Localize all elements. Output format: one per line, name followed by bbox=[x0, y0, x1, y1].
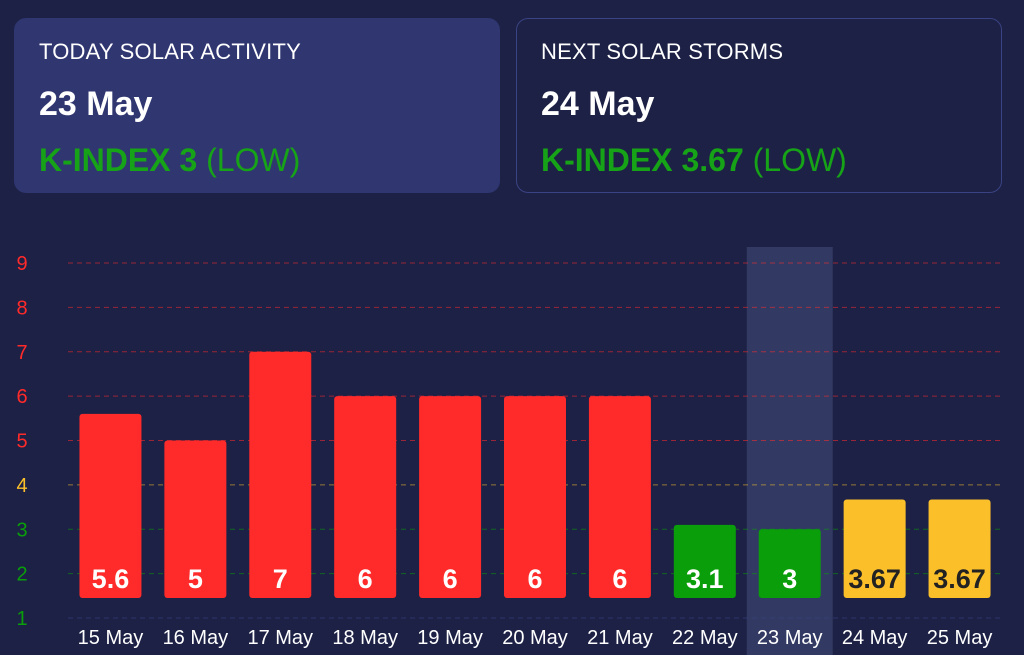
bar-value-label: 5.6 bbox=[92, 564, 130, 594]
x-tick-label: 16 May bbox=[163, 627, 229, 649]
next-kindex-value: K-INDEX 3.67 bbox=[541, 142, 744, 178]
x-tick-label: 25 May bbox=[927, 627, 993, 649]
next-kindex: K-INDEX 3.67 (LOW) bbox=[541, 142, 977, 179]
bar bbox=[588, 396, 651, 598]
bar-value-label: 3.1 bbox=[686, 564, 724, 594]
bar bbox=[334, 396, 397, 598]
kindex-bar-chart: 1 2 3 4 5 6 7 8 9 5.6 15 May 5 16 May 7 17 May 6 18 May 6… bbox=[16, 247, 1002, 655]
x-tick-label: 21 May bbox=[587, 627, 653, 649]
x-tick-label: 20 May bbox=[502, 627, 568, 649]
y-tick-label: 9 bbox=[16, 253, 27, 275]
bar-value-label: 7 bbox=[273, 564, 288, 594]
today-kindex-level: (LOW) bbox=[206, 142, 301, 178]
bar bbox=[673, 524, 736, 598]
x-tick-label: 24 May bbox=[842, 627, 908, 649]
y-tick-label: 2 bbox=[16, 564, 27, 586]
bar-value-label: 3.67 bbox=[933, 564, 986, 594]
x-tick-label: 18 May bbox=[332, 627, 398, 649]
bar bbox=[249, 351, 312, 598]
next-card-date: 24 May bbox=[541, 85, 655, 123]
bar-value-label: 6 bbox=[612, 564, 627, 594]
y-tick-label: 6 bbox=[16, 386, 27, 408]
bar bbox=[843, 499, 906, 598]
today-solar-activity-card: TODAY SOLAR ACTIVITY 23 May K-INDEX 3 (L… bbox=[14, 18, 500, 193]
bar-value-label: 6 bbox=[527, 564, 542, 594]
bar bbox=[928, 499, 991, 598]
x-tick-label: 19 May bbox=[417, 627, 483, 649]
bar bbox=[758, 529, 821, 598]
y-tick-label: 4 bbox=[16, 475, 27, 497]
x-tick-label: 23 May bbox=[757, 627, 823, 649]
today-kindex-value: K-INDEX 3 bbox=[39, 142, 198, 178]
y-tick-label: 3 bbox=[16, 519, 27, 541]
bar-value-label: 3 bbox=[782, 564, 797, 594]
today-kindex: K-INDEX 3 (LOW) bbox=[39, 142, 475, 179]
next-card-title: NEXT SOLAR STORMS bbox=[541, 39, 784, 64]
x-tick-label: 15 May bbox=[78, 627, 144, 649]
next-solar-storms-card: NEXT SOLAR STORMS 24 May K-INDEX 3.67 (L… bbox=[516, 18, 1002, 193]
bar-value-label: 6 bbox=[443, 564, 458, 594]
y-tick-label: 5 bbox=[16, 431, 27, 453]
bar bbox=[79, 413, 142, 598]
bar bbox=[419, 396, 482, 598]
bar bbox=[164, 440, 227, 598]
x-tick-label: 17 May bbox=[247, 627, 313, 649]
y-tick-label: 1 bbox=[16, 608, 27, 630]
y-tick-label: 8 bbox=[16, 297, 27, 319]
bar bbox=[504, 396, 566, 598]
bar-value-label: 5 bbox=[188, 564, 203, 594]
bar-value-label: 3.67 bbox=[848, 564, 901, 594]
y-tick-label: 7 bbox=[16, 342, 27, 364]
x-tick-label: 22 May bbox=[672, 627, 738, 649]
next-kindex-level: (LOW) bbox=[752, 142, 847, 178]
today-card-date: 23 May bbox=[39, 85, 153, 123]
today-card-title: TODAY SOLAR ACTIVITY bbox=[39, 39, 301, 64]
bar-value-label: 6 bbox=[358, 564, 373, 594]
